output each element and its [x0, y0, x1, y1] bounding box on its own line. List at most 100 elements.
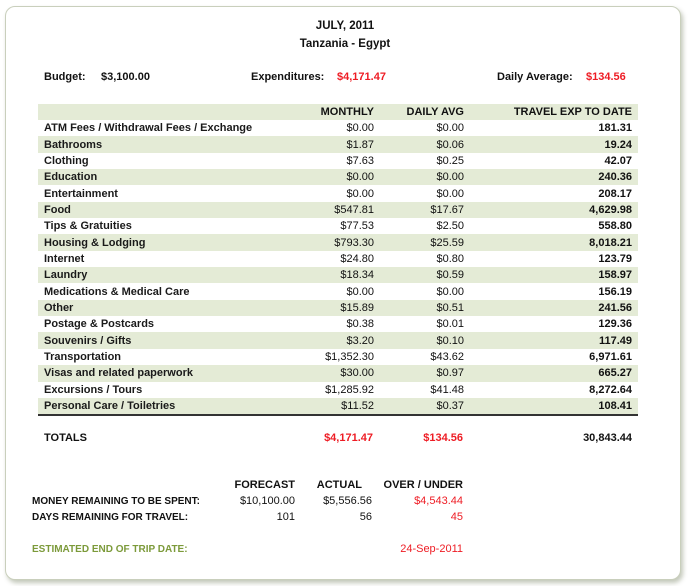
table-row: Tips & Gratuities $77.53 $2.50 558.80 [38, 218, 638, 234]
category-cell: Clothing [44, 154, 89, 167]
category-cell: Housing & Lodging [38, 234, 284, 251]
daily-average-label: Daily Average: [497, 71, 573, 83]
category-cell: Postage & Postcards [44, 318, 155, 331]
monthly-cell: $7.63 [346, 154, 374, 167]
travel-exp-cell: 558.80 [598, 220, 632, 233]
travel-exp-cell: 8,018.21 [464, 234, 638, 251]
daily-avg-cell: $0.97 [374, 365, 464, 382]
column-header-travel-exp: TRAVEL EXP TO DATE [464, 104, 638, 120]
monthly-cell: $1,352.30 [325, 350, 374, 363]
report-title: JULY, 2011 [315, 20, 375, 32]
daily-avg-cell: $0.25 [436, 154, 464, 167]
table-row: Visas and related paperwork $30.00 $0.97 66… [38, 365, 638, 382]
table-row: Clothing $7.63 $0.25 42.07 [38, 153, 638, 169]
totals-daily: $134.56 [423, 432, 463, 444]
table-row: Postage & Postcards $0.38 $0.01 129.36 [38, 316, 638, 332]
end-date-label: ESTIMATED END OF TRIP DATE: [32, 544, 188, 555]
travel-exp-cell: 117.49 [464, 332, 638, 349]
daily-avg-cell: $2.50 [436, 220, 464, 233]
travel-exp-cell: 241.56 [464, 299, 638, 317]
budget-label: Budget: [44, 71, 86, 83]
end-date-value: 24-Sep-2011 [400, 543, 463, 555]
travel-exp-cell: 19.24 [464, 136, 638, 153]
days-over-under: 45 [450, 511, 463, 523]
days-remaining-label: DAYS REMAINING FOR TRAVEL: [32, 512, 189, 523]
table-row: Laundry $18.34 $0.59 158.97 [38, 267, 638, 284]
expense-table: MONTHLY DAILY AVG TRAVEL EXP TO DATE ATM… [38, 104, 638, 417]
category-cell: Medications & Medical Care [44, 285, 190, 298]
table-row: ATM Fees / Withdrawal Fees / Exchange $0.… [38, 120, 638, 136]
table-row: Internet $24.80 $0.80 123.79 [38, 251, 638, 267]
travel-exp-cell: 108.41 [464, 397, 638, 417]
report-subtitle: Tanzania - Egypt [299, 38, 391, 50]
report-card [5, 6, 681, 580]
money-remaining-label: MONEY REMAINING TO BE SPENT: [32, 496, 200, 507]
daily-avg-cell: $0.06 [374, 136, 464, 153]
expenditures-value: $4,171.47 [337, 71, 386, 83]
table-row: Bathrooms $1.87 $0.06 19.24 [38, 136, 638, 153]
travel-exp-cell: 129.36 [598, 318, 632, 331]
travel-exp-cell: 6,971.61 [589, 350, 632, 363]
travel-exp-cell: 42.07 [604, 154, 632, 167]
daily-avg-cell: $0.59 [374, 267, 464, 284]
daily-avg-cell: $0.51 [374, 299, 464, 317]
monthly-cell: $24.80 [340, 252, 374, 265]
table-row: Housing & Lodging $793.30 $25.59 8,018.21 [38, 234, 638, 251]
category-cell: Souvenirs / Gifts [38, 332, 284, 349]
monthly-cell: $18.34 [284, 267, 374, 284]
travel-exp-cell: 181.31 [598, 122, 632, 135]
monthly-cell: $30.00 [284, 365, 374, 382]
category-cell: Visas and related paperwork [38, 365, 284, 382]
monthly-cell: $0.00 [284, 169, 374, 186]
daily-avg-cell: $0.00 [436, 122, 464, 135]
column-header-monthly: MONTHLY [284, 104, 374, 120]
category-cell: Personal Care / Toiletries [38, 397, 284, 417]
travel-exp-cell: 240.36 [464, 169, 638, 186]
days-actual: 56 [359, 511, 372, 523]
table-row: Food $547.81 $17.67 4,629.98 [38, 201, 638, 219]
table-row: Other $15.89 $0.51 241.56 [38, 299, 638, 317]
monthly-cell: $547.81 [284, 201, 374, 219]
category-cell: Education [38, 169, 284, 186]
daily-avg-cell: $0.00 [374, 169, 464, 186]
monthly-cell: $11.52 [284, 397, 374, 417]
table-row: Medications & Medical Care $0.00 $0.00 156.… [38, 283, 638, 299]
daily-avg-cell: $0.10 [374, 332, 464, 349]
category-cell: Laundry [38, 267, 284, 284]
totals-label: TOTALS [44, 432, 87, 444]
days-forecast: 101 [276, 511, 295, 523]
travel-exp-cell: 156.19 [598, 285, 632, 298]
monthly-cell: $3.20 [284, 332, 374, 349]
daily-avg-cell: $0.37 [374, 397, 464, 417]
table-row: Transportation $1,352.30 $43.62 6,971.61 [38, 349, 638, 365]
daily-avg-cell: $0.01 [436, 318, 464, 331]
over-under-header: OVER / UNDER [383, 479, 463, 491]
daily-average-value: $134.56 [586, 71, 626, 83]
category-cell: Other [38, 299, 284, 317]
expenditures-label: Expenditures: [251, 71, 325, 83]
forecast-header: FORECAST [234, 479, 296, 491]
travel-exp-cell: 208.17 [598, 187, 632, 200]
monthly-cell: $0.00 [346, 122, 374, 135]
table-row: Souvenirs / Gifts $3.20 $0.10 117.49 [38, 332, 638, 349]
budget-value: $3,100.00 [101, 71, 150, 83]
monthly-cell: $0.00 [346, 285, 374, 298]
category-cell: Bathrooms [38, 136, 284, 153]
travel-exp-cell: 123.79 [598, 252, 632, 265]
daily-avg-cell: $0.00 [436, 187, 464, 200]
actual-header: ACTUAL [316, 479, 362, 491]
daily-avg-cell: $43.62 [430, 350, 464, 363]
table-row: Excursions / Tours $1,285.92 $41.48 8,272.6… [38, 382, 638, 398]
category-cell: Internet [44, 252, 85, 265]
table-header-row: MONTHLY DAILY AVG TRAVEL EXP TO DATE [38, 104, 638, 120]
travel-exp-cell: 158.97 [464, 267, 638, 284]
monthly-cell: $0.38 [346, 318, 374, 331]
travel-exp-cell: 4,629.98 [464, 201, 638, 219]
category-cell: Tips & Gratuities [44, 220, 132, 233]
money-over-under: $4,543.44 [414, 495, 463, 507]
table-row: Personal Care / Toiletries $11.52 $0.37 108… [38, 397, 638, 417]
category-cell: Entertainment [44, 187, 118, 200]
travel-exp-cell: 665.27 [464, 365, 638, 382]
daily-avg-cell: $25.59 [374, 234, 464, 251]
daily-avg-cell: $17.67 [374, 201, 464, 219]
